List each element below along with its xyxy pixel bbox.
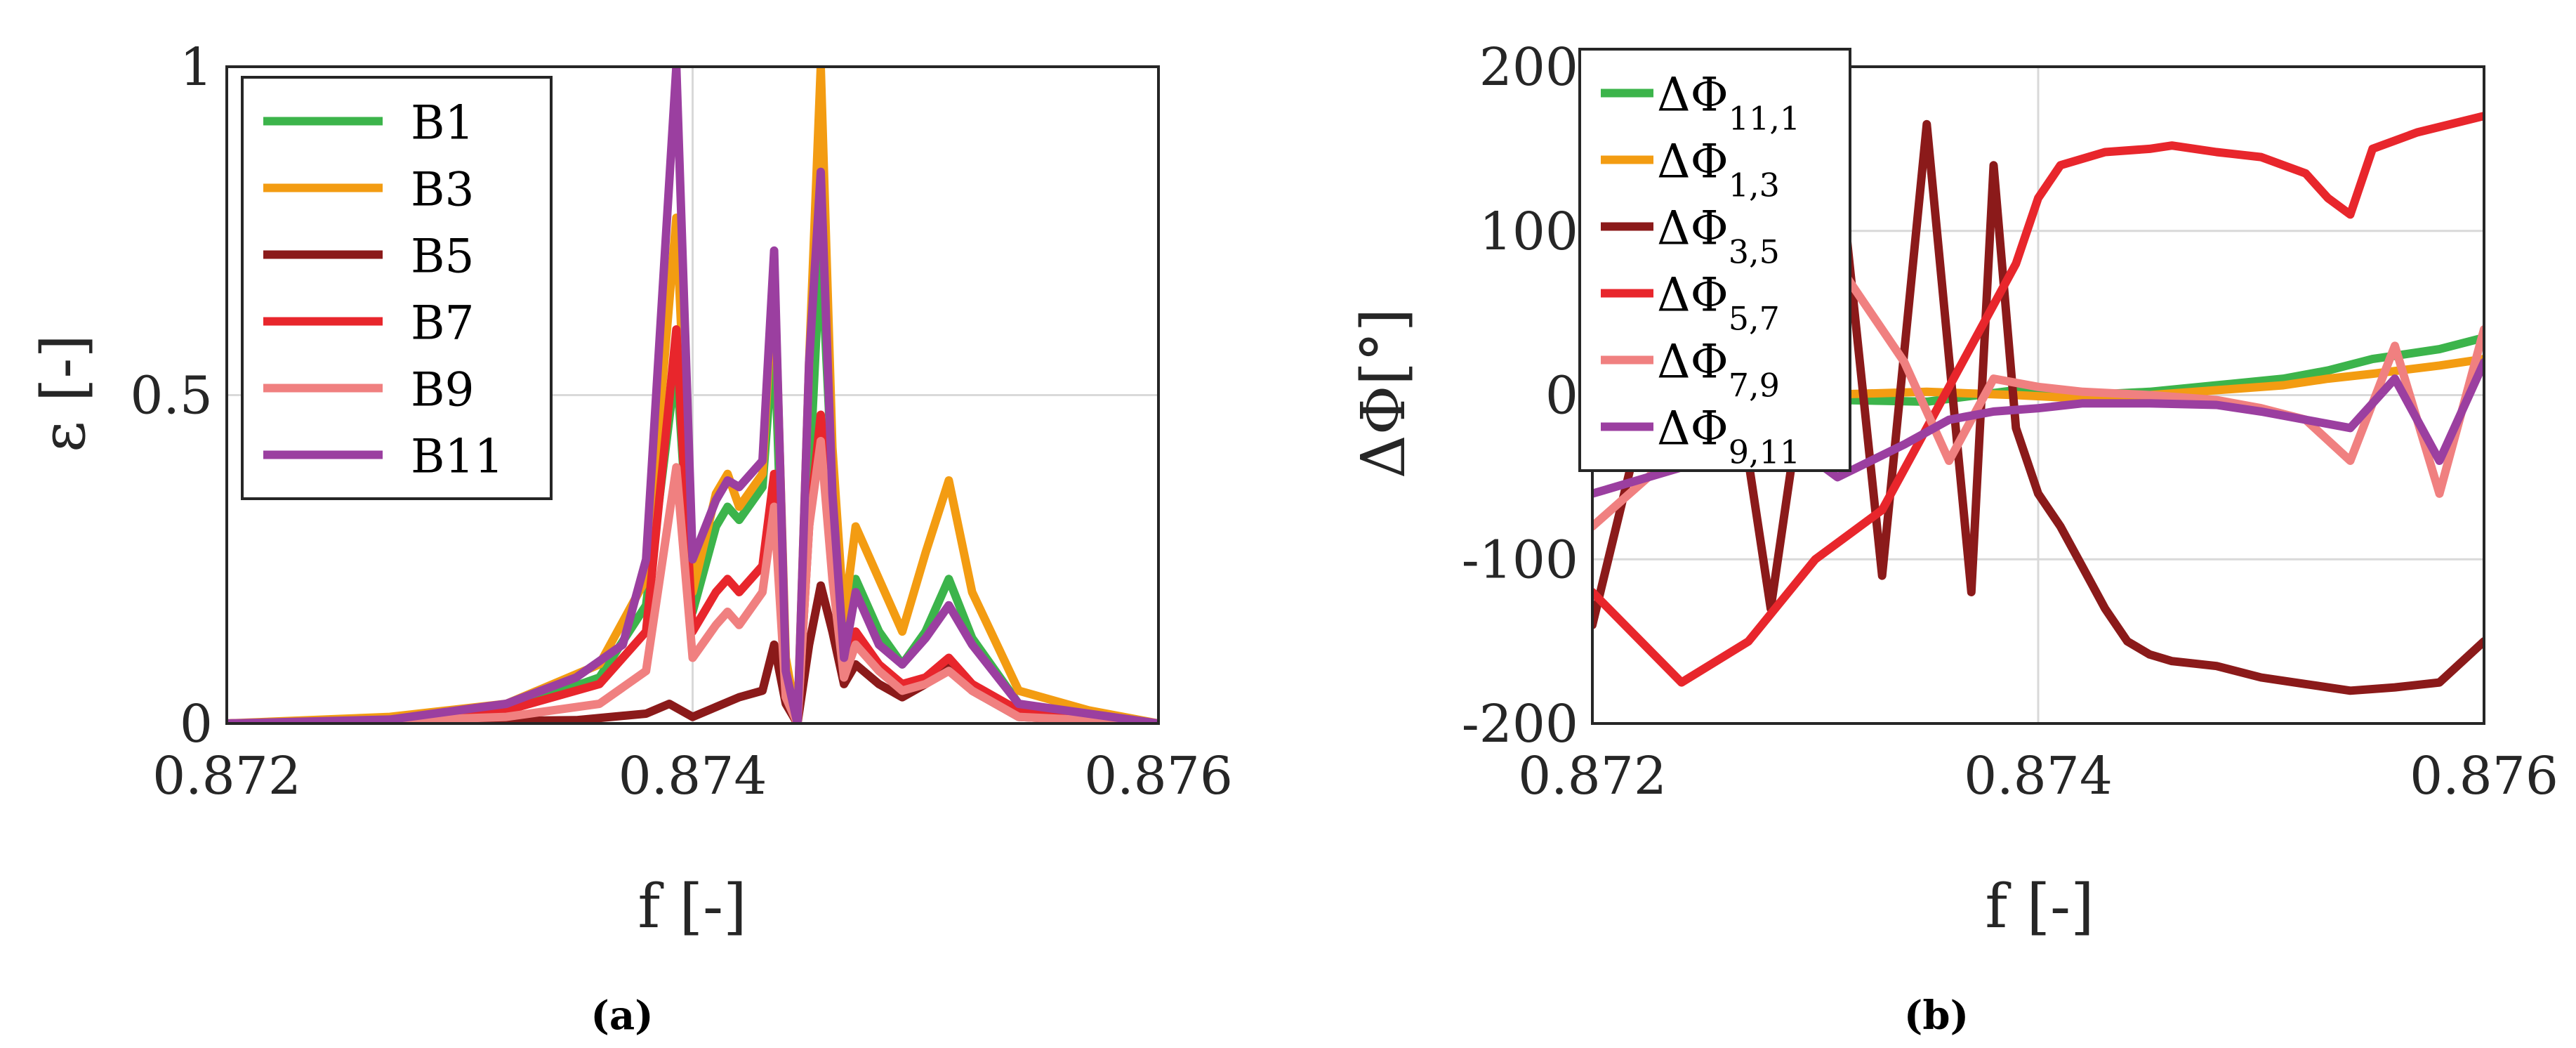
- y-tick-label: 200: [1479, 37, 1578, 98]
- legend-label: B3: [411, 163, 475, 217]
- y-tick-label: -100: [1462, 530, 1578, 590]
- legend-label: B9: [411, 363, 475, 417]
- x-tick-label: 0.872: [152, 746, 301, 806]
- panel-a: 0.872 0.874 0.876 0 0.5 1 B1 B3 B5 B7 B9 B11 ε [-]…: [29, 37, 1233, 1039]
- x-tick-label: 0.874: [619, 746, 767, 806]
- panel-b-ticks: 0.872 0.874 0.876 -200 -100 0 100 200: [1462, 37, 2558, 806]
- panel-a-series: [227, 67, 1158, 723]
- y-tick-label: 0: [1545, 366, 1578, 426]
- y-tick-label: 100: [1479, 202, 1578, 262]
- panel-b-caption: (b): [1904, 993, 1969, 1039]
- x-tick-label: 0.874: [1964, 746, 2113, 806]
- panel-b-ylabel: ΔΦ[°]: [1349, 308, 1419, 479]
- panel-a-xlabel: f [-]: [638, 872, 746, 942]
- y-tick-label: 0.5: [130, 366, 213, 426]
- panel-b-xlabel: f [-]: [1985, 872, 2094, 942]
- series-line-B11: [227, 67, 1158, 723]
- panel-a-legend: B1 B3 B5 B7 B9 B11: [241, 76, 553, 500]
- legend-box: [241, 76, 553, 500]
- y-tick-label: 1: [180, 37, 213, 98]
- panel-b-series: [1592, 112, 2484, 695]
- y-tick-label: 0: [180, 694, 213, 754]
- panel-a-axes-frame: [225, 65, 1160, 725]
- x-tick-label: 0.876: [2410, 746, 2558, 806]
- panel-b: 0.872 0.874 0.876 -200 -100 0 100 200 ΔΦ11,1ΔΦ1…: [1349, 37, 2558, 1039]
- panel-a-ticks: 0.872 0.874 0.876 0 0.5 1: [130, 37, 1233, 806]
- legend-box: [1578, 48, 1851, 472]
- y-tick-label: -200: [1462, 694, 1578, 754]
- panel-a-ylabel: ε [-]: [29, 334, 99, 452]
- series-line-5-7: [1592, 112, 2484, 687]
- legend-label: B11: [411, 430, 503, 484]
- x-tick-label: 0.876: [1084, 746, 1233, 806]
- legend-label: B5: [411, 230, 475, 284]
- x-tick-label: 0.872: [1518, 746, 1667, 806]
- series-line-3-5: [1592, 119, 2484, 695]
- legend-label: B7: [411, 296, 475, 351]
- panel-a-caption: (a): [590, 993, 653, 1039]
- legend-label: B1: [411, 96, 475, 150]
